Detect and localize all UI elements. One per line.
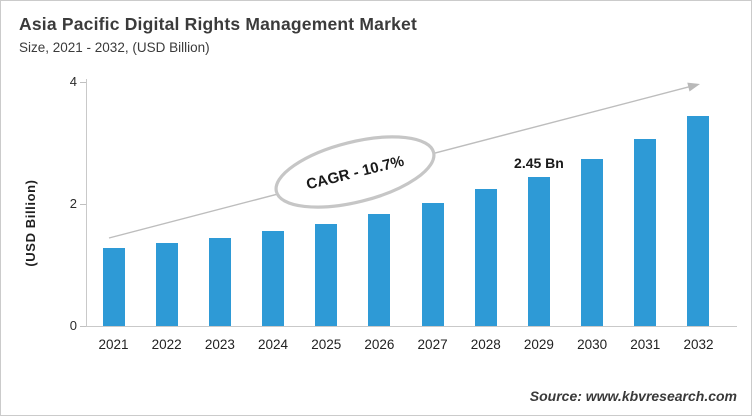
- cagr-ellipse: [274, 135, 436, 209]
- source-note: Source: www.kbvresearch.com: [529, 388, 737, 404]
- chart-title: Asia Pacific Digital Rights Management M…: [19, 14, 417, 34]
- bar-2025: [315, 224, 338, 326]
- x-tick-label-2023: 2023: [204, 337, 235, 352]
- x-tick-label-2032: 2032: [683, 337, 714, 352]
- bar-2026: [368, 214, 391, 326]
- y-tick-label-4: 4: [69, 74, 77, 89]
- y-axis-line: [86, 79, 87, 326]
- y-tick-mark-4: [80, 82, 86, 83]
- bar-2032: [687, 116, 710, 326]
- y-tick-label-0: 0: [69, 318, 77, 333]
- y-tick-mark-2: [80, 204, 86, 205]
- bar-2029: [527, 177, 550, 326]
- bar-2030: [581, 159, 604, 326]
- x-tick-label-2031: 2031: [630, 337, 661, 352]
- bar-2021: [102, 248, 125, 326]
- cagr-annotation: CAGR - 10.7%: [274, 135, 436, 209]
- bar-2022: [155, 243, 178, 326]
- x-axis-line: [86, 326, 737, 327]
- x-tick-label-2021: 2021: [98, 337, 129, 352]
- data-point-label: 2.45 Bn: [514, 154, 564, 171]
- bar-2031: [634, 139, 657, 326]
- bar-2023: [208, 238, 231, 326]
- bar-2028: [474, 189, 497, 326]
- x-tick-label-2025: 2025: [311, 337, 342, 352]
- chart-subtitle: Size, 2021 - 2032, (USD Billion): [19, 40, 210, 55]
- x-tick-label-2028: 2028: [470, 337, 501, 352]
- cagr-label: CAGR - 10.7%: [305, 153, 406, 194]
- bar-2024: [262, 231, 285, 326]
- bar-2027: [421, 203, 444, 326]
- x-tick-label-2022: 2022: [151, 337, 182, 352]
- y-tick-mark-0: [80, 326, 86, 327]
- y-tick-label-2: 2: [69, 196, 77, 211]
- y-axis-title: (USD Billion): [23, 179, 38, 267]
- x-tick-label-2026: 2026: [364, 337, 395, 352]
- x-tick-label-2030: 2030: [577, 337, 608, 352]
- x-tick-label-2024: 2024: [258, 337, 289, 352]
- trend-arrowhead-icon: [687, 82, 700, 92]
- x-tick-label-2027: 2027: [417, 337, 448, 352]
- x-tick-label-2029: 2029: [523, 337, 554, 352]
